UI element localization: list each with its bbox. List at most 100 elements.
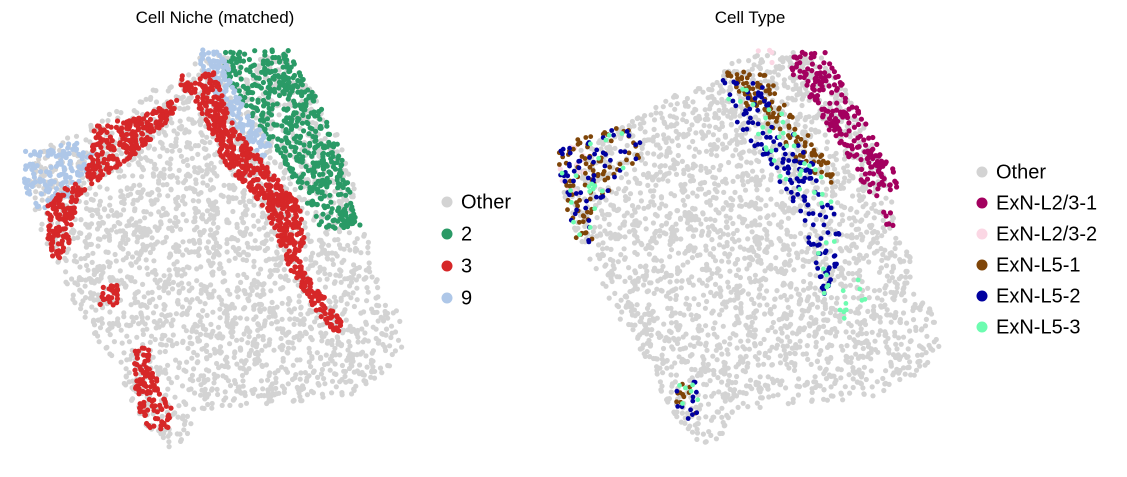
point-niche-3: [313, 292, 319, 298]
point-other: [71, 235, 77, 242]
point-other: [204, 134, 210, 140]
point-niche-3: [270, 176, 277, 182]
point-other: [274, 267, 280, 273]
point-niche-2: [335, 192, 342, 198]
point-other: [314, 350, 320, 356]
point-other: [900, 310, 907, 316]
point-niche-3: [133, 371, 139, 377]
point-niche-3: [144, 365, 150, 371]
point-niche-3: [121, 120, 127, 126]
point-niche-3: [297, 230, 303, 236]
point-other: [119, 340, 125, 346]
point-niche-3: [235, 154, 241, 160]
point-niche-2: [284, 107, 290, 113]
point-other: [267, 370, 273, 376]
point-other: [359, 349, 366, 355]
point-other: [107, 332, 113, 338]
point-other: [353, 277, 359, 283]
point-niche-3: [152, 387, 158, 393]
point-other: [346, 378, 352, 384]
point-niche-2: [264, 122, 270, 128]
point-other: [200, 326, 207, 332]
point-other: [167, 273, 173, 279]
point-other: [180, 193, 187, 200]
point-other: [258, 378, 264, 384]
point-other: [148, 211, 154, 217]
point-niche-3: [46, 234, 52, 240]
point-other: [251, 202, 257, 208]
point-niche-3: [131, 116, 137, 122]
point-niche-3: [213, 79, 219, 85]
point-niche-3: [336, 328, 342, 334]
point-other: [749, 319, 755, 325]
point-niche-3: [244, 161, 250, 167]
point-other: [316, 252, 322, 258]
point-niche-2: [344, 217, 351, 223]
point-other: [134, 334, 140, 340]
point-other: [261, 306, 267, 312]
point-other: [208, 160, 214, 166]
point-niche-9: [76, 171, 82, 177]
point-niche-2: [332, 166, 338, 172]
point-niche-2: [287, 91, 293, 97]
point-other: [169, 342, 176, 348]
point-other: [277, 344, 283, 350]
point-niche-3: [164, 424, 170, 430]
point-other: [190, 198, 196, 204]
point-other: [72, 300, 78, 306]
point-other: [160, 322, 166, 328]
point-niche-9: [226, 77, 232, 84]
point-other: [215, 225, 221, 231]
point-other: [114, 108, 120, 115]
point-other: [205, 332, 211, 338]
point-other: [223, 375, 229, 381]
point-niche-2: [332, 225, 338, 231]
point-niche-9: [36, 153, 43, 159]
point-niche-9: [56, 172, 62, 178]
point-niche-3: [115, 158, 121, 165]
point-niche-2: [295, 89, 301, 95]
point-other: [222, 389, 228, 395]
point-other: [243, 208, 249, 214]
point-other: [126, 162, 132, 168]
point-other: [90, 197, 96, 203]
point-niche-2: [334, 174, 340, 180]
point-other: [126, 379, 132, 385]
point-other: [297, 357, 303, 363]
point-other: [129, 186, 135, 192]
point-niche-3: [91, 128, 97, 134]
point-niche-3: [293, 211, 299, 217]
point-other: [191, 366, 197, 372]
point-other: [365, 289, 371, 295]
point-other: [128, 322, 134, 328]
point-niche-9: [235, 97, 241, 104]
point-niche-3: [211, 101, 217, 107]
point-other: [215, 335, 221, 341]
point-other: [206, 368, 212, 374]
point-other: [224, 319, 230, 325]
point-other: [690, 138, 696, 145]
point-other: [159, 413, 165, 419]
point-other: [129, 314, 135, 320]
point-other: [191, 349, 197, 356]
point-other: [676, 354, 682, 360]
point-other: [181, 427, 187, 433]
point-niche-3: [223, 143, 229, 149]
point-other: [62, 255, 68, 261]
point-other: [177, 118, 183, 124]
point-other: [736, 58, 742, 64]
point-other: [104, 186, 110, 192]
point-other: [315, 380, 321, 387]
point-niche-9: [69, 168, 75, 174]
point-niche-3: [141, 380, 148, 387]
point-niche-3: [142, 412, 148, 418]
point-niche-3: [284, 254, 290, 260]
point-niche-2: [300, 105, 306, 111]
point-other: [166, 281, 172, 287]
point-other: [169, 120, 175, 126]
point-niche-3: [68, 199, 74, 205]
point-other: [104, 227, 110, 233]
point-other: [304, 210, 310, 216]
point-other: [302, 224, 308, 230]
